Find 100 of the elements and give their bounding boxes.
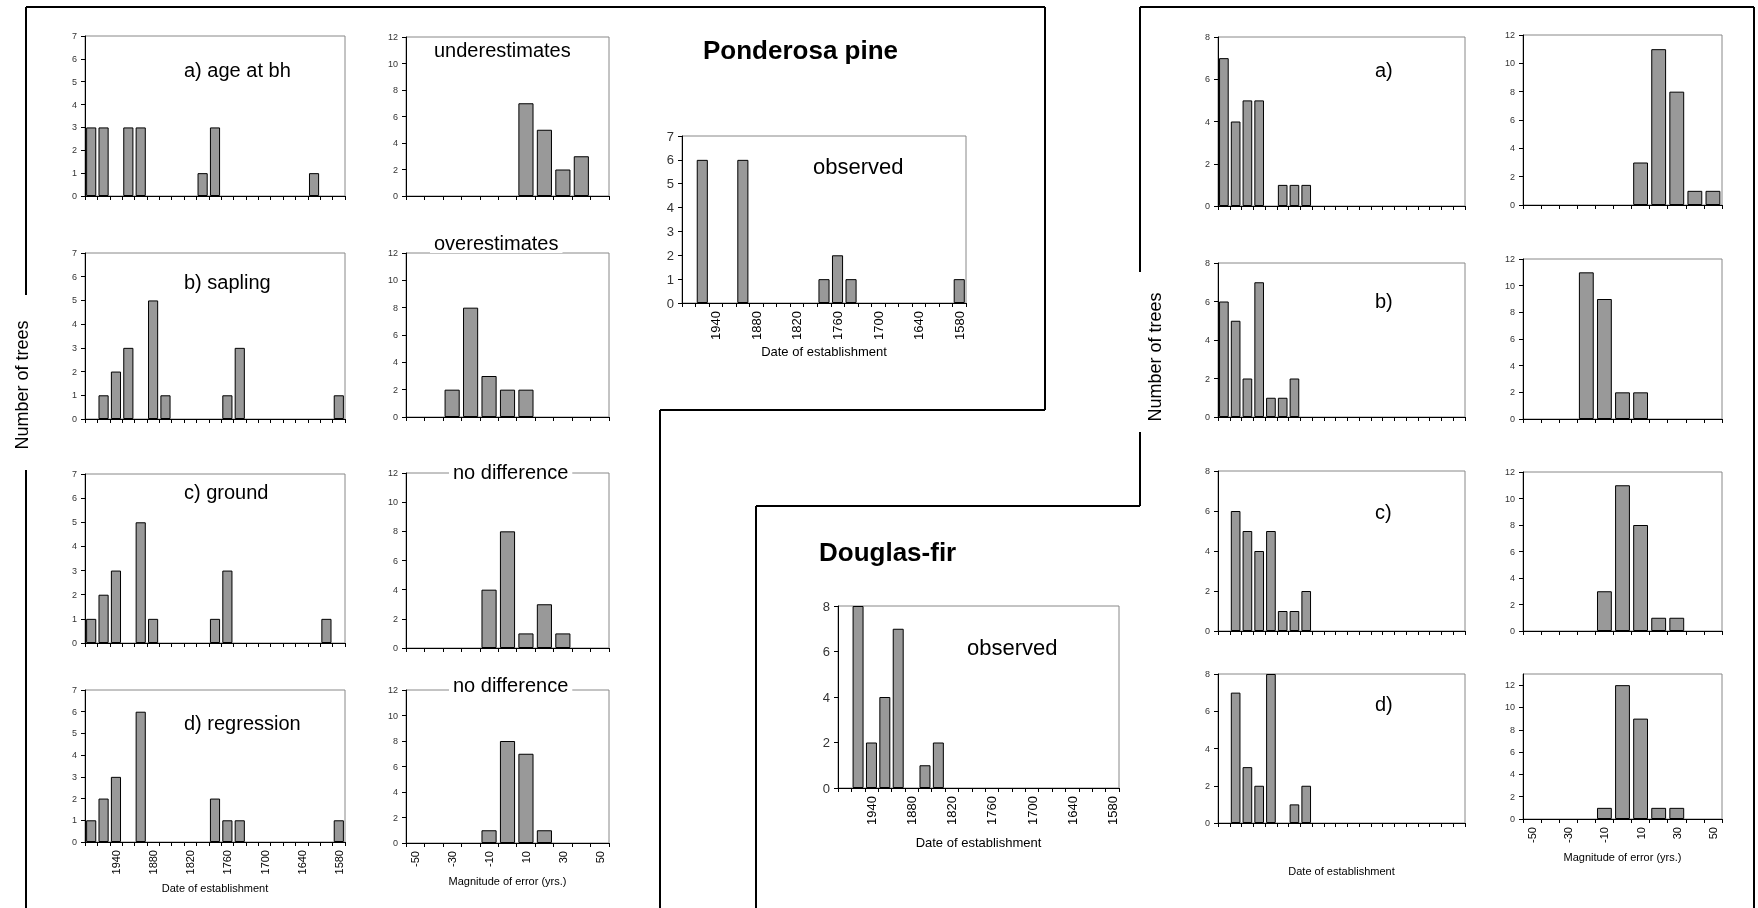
chart-title: overestimates	[434, 232, 559, 254]
y-tick-label: 6	[1204, 296, 1210, 307]
y-tick-label: 0	[71, 837, 77, 847]
x-tick-label: -30	[446, 851, 459, 867]
y-axis-title: Number of trees	[1144, 288, 1166, 426]
y-tick-label: 7	[71, 31, 77, 41]
y-tick-label: 8	[1509, 307, 1515, 318]
y-tick-label: 2	[71, 366, 77, 377]
x-tick-label: 30	[556, 851, 569, 864]
x-axis-title: Magnitude of error (yrs.)	[1563, 850, 1682, 863]
y-tick-label: 8	[822, 598, 830, 614]
y-tick-label: 1	[71, 815, 77, 826]
x-tick-label: 1640	[911, 311, 927, 340]
y-tick-label: 12	[387, 248, 398, 258]
y-tick-label: 0	[1204, 818, 1210, 828]
y-tick-label: 4	[1204, 335, 1210, 345]
y-tick-label: 2	[392, 384, 398, 395]
y-tick-label: 1	[71, 168, 77, 179]
y-tick-label: 6	[71, 493, 77, 504]
y-axis-title: Number of trees	[11, 316, 33, 454]
y-tick-label: 6	[1509, 546, 1515, 557]
y-tick-label: 2	[71, 793, 77, 804]
y-tick-label: 7	[71, 469, 77, 479]
x-tick-label: -50	[1526, 827, 1539, 843]
x-tick-label: -50	[409, 851, 422, 867]
x-tick-label: 50	[1706, 827, 1719, 840]
y-tick-label: 2	[392, 164, 398, 175]
x-tick-label: 1700	[258, 850, 271, 875]
y-tick-label: 7	[71, 685, 77, 695]
y-tick-label: 0	[71, 191, 77, 201]
x-tick-label: 1760	[221, 850, 234, 875]
y-tick-label: 8	[392, 736, 398, 746]
y-tick-label: 10	[387, 275, 398, 286]
x-tick-label: 1820	[944, 796, 960, 825]
x-tick-label: 1760	[984, 796, 1000, 825]
x-tick-label: 1940	[109, 850, 122, 875]
x-tick-label: 1940	[708, 311, 724, 340]
y-tick-label: 6	[1204, 706, 1210, 717]
x-tick-label: 1820	[789, 311, 805, 340]
y-tick-label: 1	[71, 613, 77, 624]
chart-title: underestimates	[434, 39, 571, 61]
y-tick-label: 0	[1509, 414, 1515, 424]
x-axis-title: Date of establishment	[1288, 864, 1395, 877]
y-tick-label: 0	[1509, 814, 1515, 824]
y-tick-label: 3	[71, 342, 77, 353]
y-tick-label: 12	[387, 32, 398, 42]
y-tick-label: 12	[1504, 467, 1515, 477]
x-tick-label: 1700	[1024, 796, 1040, 825]
y-tick-label: 10	[1504, 280, 1515, 291]
y-tick-label: 2	[1204, 373, 1210, 384]
y-tick-label: 6	[392, 330, 398, 340]
chart-title: no difference	[453, 674, 569, 696]
y-tick-label: 6	[71, 706, 77, 717]
y-tick-label: 10	[387, 497, 398, 508]
x-tick-label: 1640	[295, 850, 308, 875]
x-tick-label: 1760	[830, 311, 846, 340]
y-tick-label: 4	[71, 319, 77, 330]
y-tick-label: 2	[71, 145, 77, 156]
y-tick-label: 6	[71, 271, 77, 282]
x-axis-title: Date of establishment	[761, 344, 888, 359]
y-tick-label: 0	[1509, 626, 1515, 636]
y-tick-label: 5	[71, 76, 77, 87]
y-tick-label: 4	[1509, 573, 1515, 583]
y-tick-label: 0	[392, 838, 398, 848]
y-tick-label: 0	[666, 295, 674, 311]
y-tick-label: 4	[1204, 116, 1210, 127]
x-axis-title: Date of establishment	[161, 881, 269, 894]
y-tick-label: 4	[666, 200, 674, 216]
y-tick-label: 1	[71, 390, 77, 401]
y-tick-label: 0	[1204, 201, 1210, 211]
text: a)	[1375, 59, 1393, 81]
y-tick-label: 0	[392, 412, 398, 422]
y-tick-label: 10	[1504, 58, 1515, 69]
y-tick-label: 4	[1509, 360, 1515, 371]
y-tick-label: 12	[1504, 680, 1515, 691]
y-tick-label: 2	[1509, 387, 1515, 398]
x-tick-label: 1640	[1064, 796, 1080, 825]
x-tick-label: 50	[593, 851, 606, 864]
y-tick-label: 6	[71, 53, 77, 64]
y-tick-label: 0	[71, 638, 77, 648]
y-tick-label: 7	[71, 248, 77, 258]
x-axis-title: Date of establishment	[915, 835, 1042, 850]
y-tick-label: 4	[392, 787, 398, 797]
y-tick-label: 10	[387, 58, 398, 69]
y-tick-label: 8	[392, 302, 398, 313]
y-tick-label: 0	[1509, 200, 1515, 210]
y-tick-label: 3	[666, 223, 674, 239]
y-tick-label: 0	[392, 643, 398, 653]
y-tick-label: 8	[1509, 724, 1515, 735]
y-tick-label: 4	[71, 750, 77, 761]
y-tick-label: 2	[392, 613, 398, 624]
annotation: observed	[813, 153, 904, 179]
y-tick-label: 0	[1204, 412, 1210, 422]
y-tick-label: 2	[1509, 599, 1515, 610]
x-tick-label: 1580	[1104, 796, 1120, 825]
y-tick-label: 6	[1509, 747, 1515, 758]
y-tick-label: 10	[1504, 493, 1515, 504]
x-tick-label: -30	[1562, 827, 1575, 843]
x-tick-label: -10	[1598, 827, 1611, 843]
y-tick-label: 12	[387, 685, 398, 695]
